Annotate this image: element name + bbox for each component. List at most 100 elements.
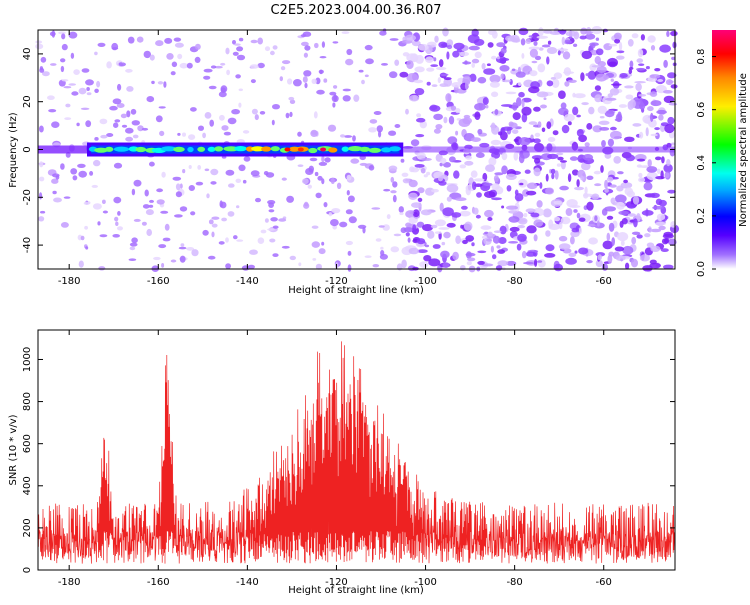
heatmap-blob xyxy=(412,95,417,102)
heatmap-blob xyxy=(214,65,223,69)
heatmap-blob xyxy=(52,190,57,195)
heatmap-blob xyxy=(171,61,178,68)
heatmap-blob xyxy=(450,105,457,111)
heatmap-blob xyxy=(486,63,491,66)
heatmap-blob xyxy=(620,240,625,246)
heatmap-blob xyxy=(649,262,661,269)
heatmap-blob xyxy=(369,119,378,124)
heatmap-blob xyxy=(219,114,225,121)
heatmap-blob xyxy=(521,99,525,109)
heatmap-blob xyxy=(429,105,441,112)
heatmap-blob xyxy=(51,121,60,128)
heatmap-blob xyxy=(304,82,308,89)
heatmap-blob xyxy=(182,132,186,137)
heatmap-blob xyxy=(231,109,241,115)
heatmap-blob xyxy=(505,91,517,95)
heatmap-blob xyxy=(206,193,210,199)
heatmap-blob xyxy=(146,96,155,103)
heatmap-blob xyxy=(618,210,629,215)
heatmap-blob xyxy=(590,43,596,49)
heatmap-blob xyxy=(588,237,598,245)
heatmap-blob xyxy=(519,182,524,186)
heatmap-blob xyxy=(129,246,136,251)
heatmap-blob xyxy=(232,51,239,56)
heatmap-blob xyxy=(606,232,611,241)
heatmap-blob xyxy=(508,216,520,223)
heatmap-blob xyxy=(264,218,269,223)
heatmap-blob xyxy=(376,125,383,133)
x-tick-label: -80 xyxy=(506,276,522,287)
heatmap-blob xyxy=(93,159,101,167)
heatmap-blob xyxy=(39,67,45,73)
heatmap-blob xyxy=(524,169,531,174)
heatmap-blob xyxy=(474,51,482,59)
colorbar-tick-label: 0.0 xyxy=(696,261,707,277)
heatmap-blob xyxy=(607,93,613,98)
heatmap-blob xyxy=(268,209,275,213)
heatmap-blob xyxy=(541,127,546,133)
heatmap-blob xyxy=(666,159,671,167)
heatmap-blob xyxy=(533,41,538,46)
heatmap-blob xyxy=(233,235,238,240)
heatmap-blob xyxy=(537,80,542,84)
heatmap-blob xyxy=(236,46,244,52)
heatmap-blob xyxy=(389,38,399,41)
heatmap-blob xyxy=(654,127,660,131)
heatmap-blob xyxy=(439,202,444,212)
heatmap-blob xyxy=(493,230,502,233)
heatmap-blob xyxy=(419,120,427,129)
heatmap-blob xyxy=(599,126,610,131)
heatmap-blob xyxy=(656,213,666,221)
heatmap-blob xyxy=(250,39,258,44)
heatmap-blob xyxy=(644,233,651,238)
heatmap-blob xyxy=(499,65,510,72)
heatmap-blob xyxy=(635,67,646,71)
heatmap-blob xyxy=(543,30,553,34)
heatmap-blob xyxy=(564,81,570,87)
heatmap-blob xyxy=(408,247,419,255)
heatmap-blob xyxy=(319,69,323,75)
heatmap-blob xyxy=(179,62,188,69)
heatmap-blob xyxy=(226,69,231,76)
heatmap-blob xyxy=(336,182,342,189)
heatmap-blob xyxy=(616,55,625,60)
heatmap-blob xyxy=(573,93,586,99)
heatmap-blob xyxy=(131,188,136,196)
heatmap-blob xyxy=(558,243,571,250)
heatmap-blob xyxy=(541,44,551,48)
heatmap-blob xyxy=(650,112,654,122)
heatmap-blob xyxy=(649,91,658,97)
y-tick-label: 800 xyxy=(22,392,33,411)
heatmap-blob xyxy=(625,262,630,270)
heatmap-blob xyxy=(594,56,601,65)
heatmap-blob xyxy=(409,166,415,173)
heatmap-blob xyxy=(109,105,118,111)
heatmap-blob xyxy=(423,255,432,262)
heatmap-blob xyxy=(631,258,638,268)
heatmap-blob xyxy=(352,135,356,142)
heatmap-blob xyxy=(497,260,509,267)
heatmap-blob xyxy=(238,37,244,42)
heatmap-blob xyxy=(333,85,338,89)
heatmap-blob xyxy=(398,206,404,213)
heatmap-blob xyxy=(339,221,348,228)
heatmap-blob xyxy=(471,242,475,247)
heatmap-blob xyxy=(594,85,602,91)
heatmap-blob xyxy=(353,94,360,102)
heatmap-blob xyxy=(342,88,351,92)
heatmap-blob xyxy=(125,136,133,142)
heatmap-blob xyxy=(329,91,337,96)
heatmap-blob xyxy=(495,265,503,271)
heatmap-blob xyxy=(595,259,603,268)
heatmap-blob xyxy=(126,110,131,118)
heatmap-blob xyxy=(238,164,246,172)
heatmap-blob xyxy=(611,237,615,246)
heatmap-blob xyxy=(496,42,506,48)
heatmap-blob xyxy=(281,245,290,249)
heatmap-blob xyxy=(310,129,318,137)
heatmap-blob xyxy=(652,205,664,210)
heatmap-blob xyxy=(629,99,636,109)
heatmap-blob xyxy=(293,79,302,87)
heatmap-blob xyxy=(529,48,539,58)
heatmap-blob xyxy=(518,91,525,98)
